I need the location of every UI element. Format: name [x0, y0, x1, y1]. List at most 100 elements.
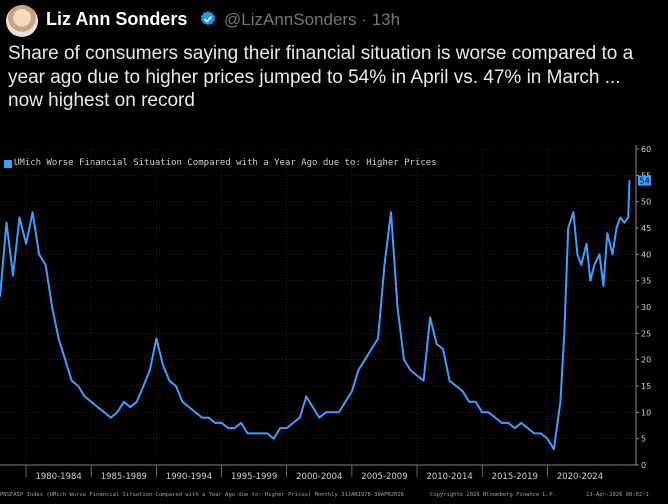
- data-point: [129, 406, 132, 408]
- data-point: [593, 264, 596, 266]
- data-point: [383, 264, 386, 266]
- data-point: [474, 401, 477, 403]
- data-point: [628, 179, 631, 182]
- data-point: [576, 253, 579, 256]
- data-point: [563, 332, 566, 335]
- data-point: [351, 390, 353, 393]
- data-point: [57, 337, 60, 340]
- data-point: [227, 427, 229, 429]
- handle[interactable]: @LizAnnSonders: [224, 10, 357, 29]
- data-point: [149, 369, 151, 371]
- data-point: [422, 379, 425, 382]
- data-point: [481, 411, 484, 414]
- data-point: [207, 416, 210, 419]
- data-point: [5, 221, 8, 224]
- series-line: [0, 180, 631, 451]
- data-point: [51, 306, 53, 308]
- data-point: [416, 374, 418, 377]
- data-point: [77, 385, 79, 387]
- data-point: [70, 379, 73, 382]
- data-point: [18, 216, 21, 219]
- y-tick-label: 10: [641, 408, 651, 417]
- x-tick-label: 1980-1984: [35, 472, 81, 482]
- data-point: [409, 369, 412, 371]
- data-point: [259, 432, 262, 435]
- data-point: [580, 264, 583, 266]
- timestamp[interactable]: 13h: [371, 10, 401, 29]
- data-point: [627, 216, 629, 219]
- last-value-badge: [638, 175, 651, 186]
- chart-footer-date: 13-Apr-2026 08:02:1: [586, 492, 649, 498]
- data-point: [357, 369, 360, 371]
- data-point: [181, 401, 184, 403]
- data-point: [487, 411, 490, 414]
- data-point: [44, 264, 47, 266]
- data-point: [429, 316, 431, 319]
- data-point: [623, 221, 626, 224]
- data-point: [533, 432, 536, 435]
- data-point: [396, 306, 399, 308]
- x-tick-label: 1990-1994: [166, 472, 212, 482]
- data-point: [214, 422, 216, 424]
- data-point: [109, 416, 112, 419]
- y-tick-label: 40: [641, 250, 651, 259]
- data-point: [619, 216, 622, 219]
- data-point: [90, 401, 93, 403]
- data-point: [598, 253, 601, 256]
- data-point: [83, 395, 86, 398]
- y-tick-label: 35: [641, 277, 651, 286]
- data-point: [442, 348, 444, 350]
- data-point: [403, 358, 405, 361]
- data-point: [615, 227, 618, 229]
- data-point: [589, 279, 592, 282]
- data-point: [602, 285, 605, 287]
- y-tick-label: 25: [641, 329, 651, 338]
- avatar[interactable]: [6, 5, 38, 37]
- data-point: [435, 343, 438, 345]
- data-point: [331, 411, 334, 414]
- y-tick-label: 20: [641, 356, 651, 365]
- data-point: [292, 422, 295, 424]
- data-point: [507, 422, 510, 424]
- author-name[interactable]: Liz Ann Sonders: [46, 9, 188, 29]
- data-point: [0, 295, 1, 298]
- data-point: [116, 411, 119, 414]
- chart-footer-source: PNSFASP Index (UMich Worse Financial Sit…: [0, 492, 404, 498]
- data-point: [448, 379, 451, 382]
- data-point: [572, 211, 575, 213]
- tweet-text: Share of consumers saying their financia…: [8, 43, 634, 111]
- data-point: [123, 401, 125, 403]
- data-point: [240, 422, 242, 424]
- data-point: [162, 364, 164, 366]
- y-tick-label: 15: [641, 382, 651, 391]
- data-point: [611, 253, 614, 256]
- data-point: [220, 422, 223, 424]
- data-point: [546, 437, 549, 440]
- chart-image[interactable]: UMich Worse Financial Situation Compared…: [0, 139, 668, 504]
- x-tick-label: 2005-2009: [361, 472, 407, 482]
- y-tick-label: 5: [641, 435, 646, 444]
- data-point: [12, 274, 14, 277]
- data-point: [513, 427, 516, 429]
- data-point: [553, 448, 555, 451]
- data-point: [285, 427, 288, 429]
- data-point: [390, 211, 392, 213]
- data-point: [585, 243, 588, 245]
- data-point: [253, 432, 255, 435]
- x-tick-label: 2020-2024: [557, 472, 603, 482]
- x-tick-label: 2000-2004: [296, 472, 342, 482]
- y-tick-label: 60: [641, 145, 651, 154]
- data-point: [567, 227, 570, 229]
- legend-swatch: [4, 160, 12, 168]
- handle-and-time[interactable]: @LizAnnSonders · 13h: [224, 10, 400, 30]
- y-tick-label: 0: [641, 461, 646, 470]
- x-tick-label: 1995-1999: [231, 472, 277, 482]
- data-point: [266, 432, 268, 435]
- tweet-header: Liz Ann Sonders @LizAnnSonders · 13h: [0, 0, 668, 40]
- data-point: [540, 432, 542, 435]
- data-point: [606, 232, 609, 235]
- data-point: [136, 401, 138, 403]
- data-point: [96, 406, 99, 408]
- data-point: [64, 358, 66, 361]
- data-point: [201, 416, 203, 419]
